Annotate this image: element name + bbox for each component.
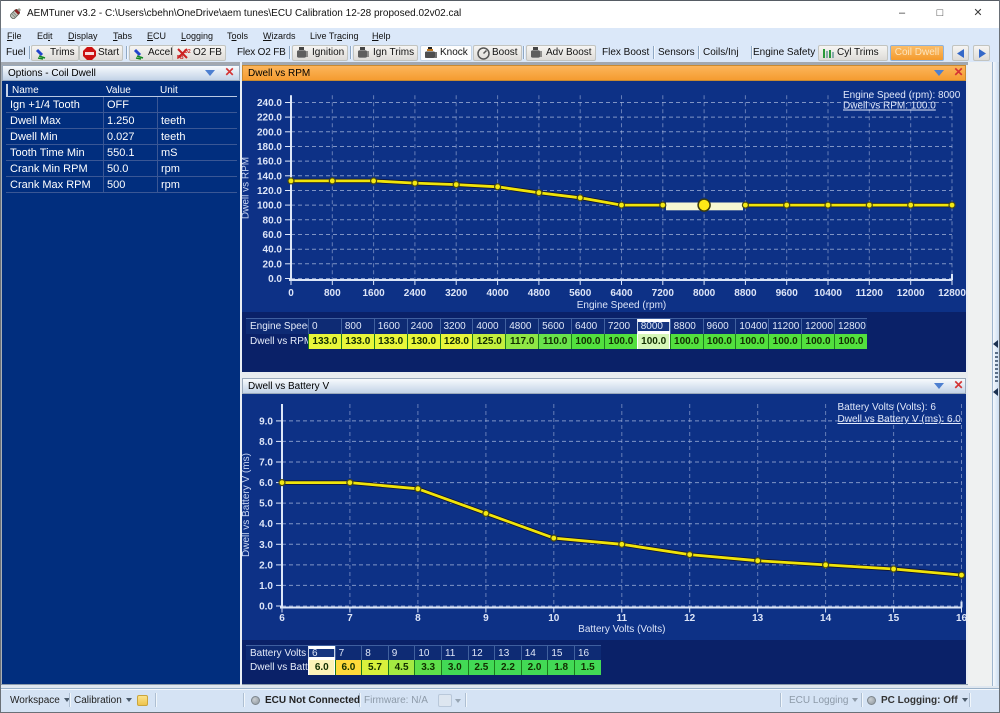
svg-text:80.0: 80.0 bbox=[263, 215, 283, 226]
svg-text:800: 800 bbox=[324, 288, 341, 299]
svg-text:240.0: 240.0 bbox=[257, 98, 282, 109]
svg-text:O2: O2 bbox=[184, 49, 191, 55]
svg-text:FB: FB bbox=[177, 55, 184, 60]
svg-text:2.0: 2.0 bbox=[259, 560, 273, 571]
svg-text:9600: 9600 bbox=[776, 288, 799, 299]
svg-text:120.0: 120.0 bbox=[257, 186, 282, 197]
svg-text:20.0: 20.0 bbox=[263, 259, 283, 270]
svg-text:9.0: 9.0 bbox=[259, 416, 273, 427]
svg-text:2400: 2400 bbox=[404, 288, 427, 299]
svg-text:Engine Speed (rpm): Engine Speed (rpm) bbox=[577, 300, 667, 311]
svg-text:5600: 5600 bbox=[569, 288, 592, 299]
svg-text:9: 9 bbox=[483, 613, 489, 624]
svg-text:7.0: 7.0 bbox=[259, 458, 273, 469]
svg-text:12: 12 bbox=[684, 613, 696, 624]
svg-text:100.0: 100.0 bbox=[257, 201, 282, 212]
svg-text:8000: 8000 bbox=[693, 288, 716, 299]
svg-text:4.0: 4.0 bbox=[259, 519, 273, 530]
svg-text:15: 15 bbox=[888, 613, 900, 624]
svg-text:1.0: 1.0 bbox=[259, 581, 273, 592]
svg-text:Dwell vs RPM: Dwell vs RPM bbox=[242, 157, 252, 219]
svg-text:180.0: 180.0 bbox=[257, 142, 282, 153]
svg-text:0: 0 bbox=[288, 288, 294, 299]
svg-text:8800: 8800 bbox=[734, 288, 757, 299]
svg-text:1600: 1600 bbox=[362, 288, 385, 299]
svg-text:6400: 6400 bbox=[610, 288, 633, 299]
svg-text:14: 14 bbox=[820, 613, 832, 624]
svg-text:5.0: 5.0 bbox=[259, 499, 273, 510]
svg-text:3200: 3200 bbox=[445, 288, 468, 299]
svg-text:0.0: 0.0 bbox=[268, 274, 282, 285]
svg-text:3.0: 3.0 bbox=[259, 540, 273, 551]
svg-text:Battery Volts (Volts): 6: Battery Volts (Volts): 6 bbox=[838, 402, 937, 413]
svg-text:12800: 12800 bbox=[938, 288, 966, 299]
svg-text:Dwell vs Battery V (ms): Dwell vs Battery V (ms) bbox=[242, 453, 252, 557]
svg-text:12000: 12000 bbox=[897, 288, 925, 299]
svg-text:10: 10 bbox=[548, 613, 560, 624]
svg-text:Battery Volts (Volts): Battery Volts (Volts) bbox=[578, 624, 665, 635]
svg-text:Dwell vs Battery V (ms): 6.0: Dwell vs Battery V (ms): 6.0 bbox=[838, 414, 962, 425]
svg-text:4800: 4800 bbox=[528, 288, 551, 299]
svg-text:8: 8 bbox=[415, 613, 421, 624]
svg-text:0.0: 0.0 bbox=[259, 602, 273, 613]
svg-text:7: 7 bbox=[347, 613, 353, 624]
svg-text:40.0: 40.0 bbox=[263, 245, 283, 256]
svg-text:200.0: 200.0 bbox=[257, 127, 282, 138]
svg-text:220.0: 220.0 bbox=[257, 113, 282, 124]
svg-text:Dwell vs RPM: 100.0: Dwell vs RPM: 100.0 bbox=[843, 101, 936, 112]
svg-text:13: 13 bbox=[752, 613, 764, 624]
svg-text:Engine Speed (rpm): 8000: Engine Speed (rpm): 8000 bbox=[843, 90, 961, 101]
svg-text:8.0: 8.0 bbox=[259, 437, 273, 448]
svg-text:11200: 11200 bbox=[856, 288, 884, 299]
svg-text:10400: 10400 bbox=[814, 288, 842, 299]
svg-text:6.0: 6.0 bbox=[259, 478, 273, 489]
svg-text:4000: 4000 bbox=[486, 288, 509, 299]
svg-text:6: 6 bbox=[279, 613, 285, 624]
svg-text:11: 11 bbox=[617, 613, 628, 624]
svg-text:60.0: 60.0 bbox=[263, 230, 283, 241]
svg-text:16: 16 bbox=[956, 613, 966, 624]
svg-text:7200: 7200 bbox=[652, 288, 675, 299]
svg-text:160.0: 160.0 bbox=[257, 157, 282, 168]
svg-text:140.0: 140.0 bbox=[257, 171, 282, 182]
